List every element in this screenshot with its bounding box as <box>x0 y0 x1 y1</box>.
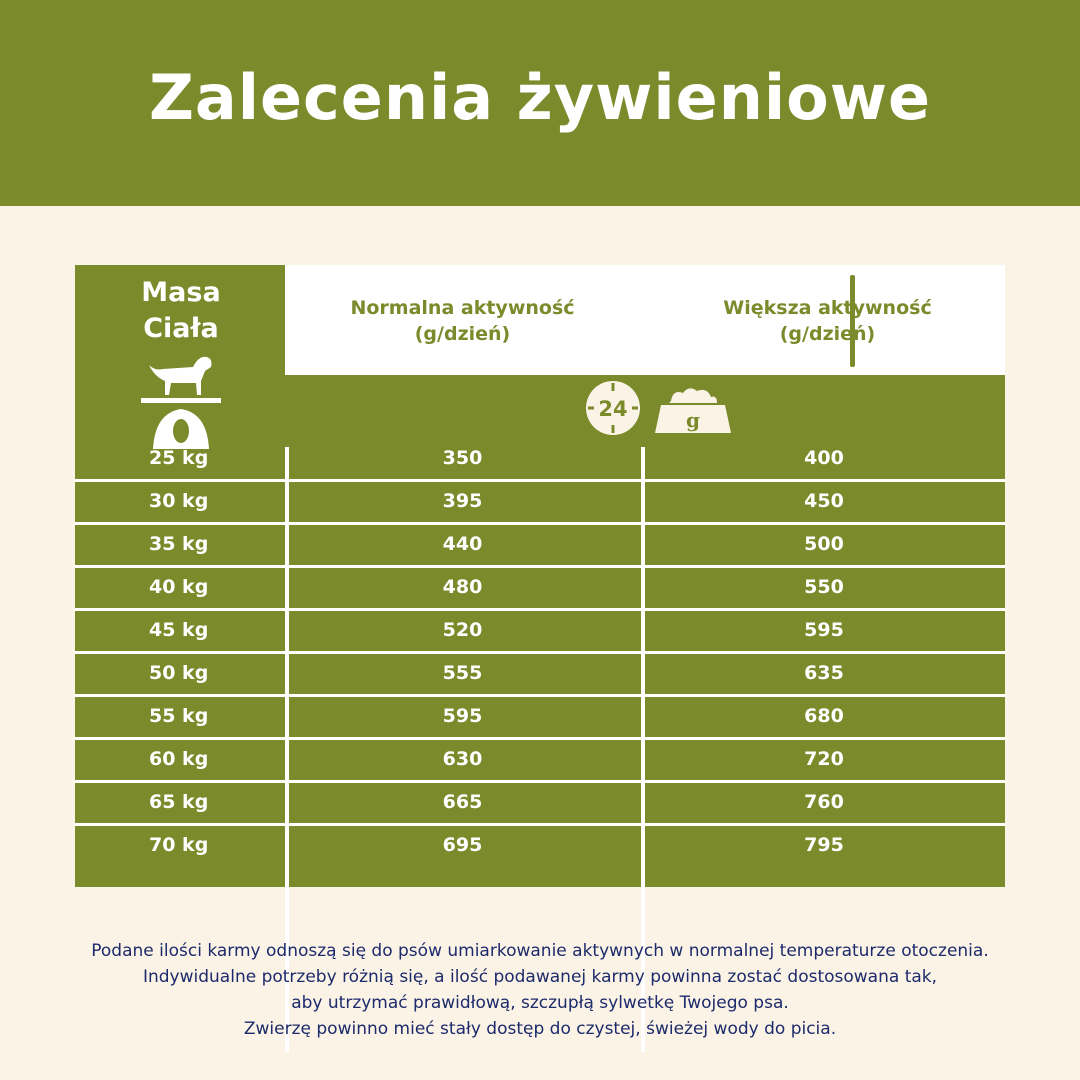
page-title: Zalecenia żywieniowe <box>148 60 932 134</box>
normal-header-line2: (g/dzień) <box>414 323 511 345</box>
header-divider <box>850 275 855 367</box>
table-row: 45 kg 520 595 <box>75 609 1005 652</box>
note-line: Podane ilości karmy odnoszą się do psów … <box>91 941 989 961</box>
row-divider <box>75 780 1005 783</box>
row-divider <box>75 608 1005 611</box>
table-row: 30 kg 395 450 <box>75 480 1005 523</box>
dog-on-scale-icon <box>141 356 221 449</box>
table-row: 70 kg 695 795 <box>75 824 1005 867</box>
weight-cell: 25 kg <box>149 447 209 469</box>
higher-activity-cell: 680 <box>804 705 844 727</box>
table-row: 60 kg 630 720 <box>75 738 1005 781</box>
row-divider <box>75 522 1005 525</box>
clock-label: 24 <box>598 397 627 421</box>
normal-activity-cell: 520 <box>442 619 483 641</box>
food-bowl-icon: g <box>655 388 731 433</box>
normal-activity-cell: 695 <box>442 834 483 856</box>
weight-cell: 40 kg <box>149 576 209 598</box>
table-row: 40 kg 480 550 <box>75 566 1005 609</box>
normal-activity-cell: 350 <box>442 447 483 469</box>
higher-activity-cell: 795 <box>804 834 844 856</box>
higher-activity-cell: 720 <box>804 748 844 770</box>
column-divider <box>285 447 289 1052</box>
higher-activity-cell: 635 <box>804 662 844 684</box>
weight-cell: 60 kg <box>149 748 209 770</box>
higher-header-line1: Większa aktywność <box>723 297 932 319</box>
table-row: 65 kg 665 760 <box>75 781 1005 824</box>
row-divider <box>75 651 1005 654</box>
weight-cell: 35 kg <box>149 533 209 555</box>
normal-activity-cell: 665 <box>442 791 483 813</box>
higher-activity-cell: 760 <box>804 791 844 813</box>
higher-activity-cell: 500 <box>804 533 844 555</box>
row-divider <box>75 737 1005 740</box>
row-divider <box>75 479 1005 482</box>
weight-cell: 70 kg <box>149 834 209 856</box>
higher-activity-cell: 400 <box>804 447 844 469</box>
higher-activity-cell: 450 <box>804 490 844 512</box>
normal-activity-cell: 630 <box>442 748 483 770</box>
table-row: 35 kg 440 500 <box>75 523 1005 566</box>
column-header-band: Normalna aktywność (g/dzień) Większa akt… <box>285 265 1005 375</box>
table-row: 25 kg 350 400 <box>75 437 1005 480</box>
column-divider <box>641 447 645 1052</box>
weight-header: Masa Ciała <box>75 275 287 451</box>
normal-activity-cell: 395 <box>442 490 483 512</box>
higher-activity-cell: 595 <box>804 619 844 641</box>
weight-cell: 55 kg <box>149 705 209 727</box>
row-divider <box>75 565 1005 568</box>
normal-activity-cell: 480 <box>442 576 483 598</box>
bowl-label: g <box>686 408 700 432</box>
weight-cell: 50 kg <box>149 662 209 684</box>
normal-activity-cell: 595 <box>442 705 483 727</box>
note-line: aby utrzymać prawidłową, szczupłą sylwet… <box>291 993 789 1013</box>
clock-24-icon: 24 <box>586 381 640 435</box>
normal-header-line1: Normalna aktywność <box>350 297 575 319</box>
higher-header-line2: (g/dzień) <box>779 323 876 345</box>
normal-activity-cell: 440 <box>442 533 483 555</box>
note-line: Zwierzę powinno mieć stały dostęp do czy… <box>243 1019 837 1039</box>
table-row: 50 kg 555 635 <box>75 652 1005 695</box>
weight-cell: 65 kg <box>149 791 209 813</box>
higher-activity-cell: 550 <box>804 576 844 598</box>
higher-activity-header: Większa aktywność (g/dzień) <box>650 295 1005 347</box>
header-banner: Zalecenia żywieniowe <box>0 0 1080 206</box>
note-line: Indywidualne potrzeby różnią się, a iloś… <box>142 967 938 987</box>
row-divider <box>75 823 1005 826</box>
feeding-table: Masa Ciała Normalna aktywność (g/dzień) … <box>75 265 1005 1052</box>
weight-header-line2: Ciała <box>143 313 219 344</box>
weight-cell: 45 kg <box>149 619 209 641</box>
feeding-note: Podane ilości karmy odnoszą się do psów … <box>0 938 1080 1042</box>
row-divider <box>75 694 1005 697</box>
table-row: 55 kg 595 680 <box>75 695 1005 738</box>
weight-header-line1: Masa <box>141 277 221 308</box>
normal-activity-cell: 555 <box>442 662 483 684</box>
weight-cell: 30 kg <box>149 490 209 512</box>
normal-activity-header: Normalna aktywność (g/dzień) <box>285 295 640 347</box>
